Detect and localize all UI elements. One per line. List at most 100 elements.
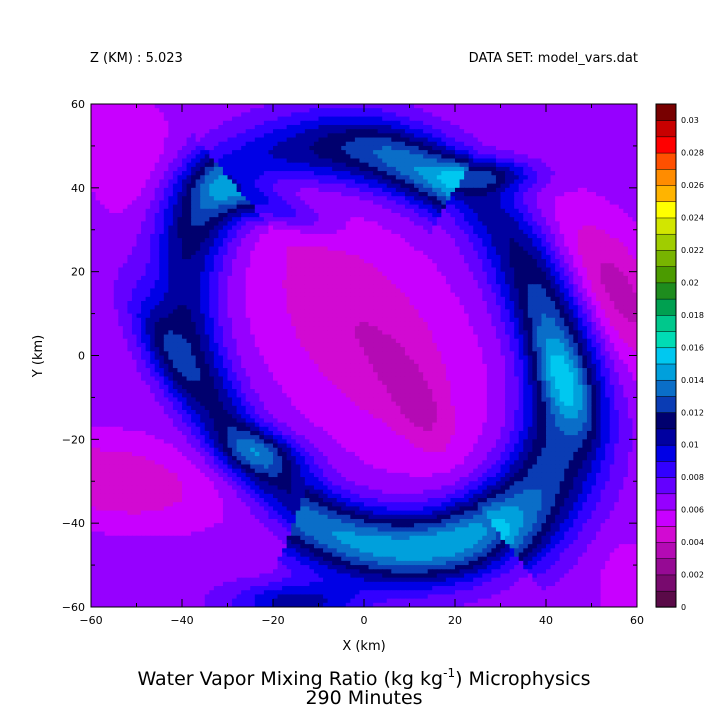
contour-cell <box>632 112 637 118</box>
contour-cell <box>486 150 492 155</box>
contour-cell <box>250 271 256 277</box>
contour-cell <box>232 271 238 277</box>
contour-cell <box>182 171 188 176</box>
contour-cell <box>250 158 256 164</box>
contour-cell <box>418 225 424 231</box>
contour-cell <box>373 275 379 281</box>
contour-cell <box>359 225 365 231</box>
contour-cell <box>277 229 283 235</box>
contour-cell <box>445 120 452 126</box>
contour-cell <box>204 175 210 181</box>
contour-cell <box>559 129 565 134</box>
contour-cell <box>336 104 342 109</box>
contour-cell <box>204 183 210 189</box>
contour-cell <box>222 116 229 122</box>
contour-cell <box>596 225 602 231</box>
contour-cell <box>418 217 424 222</box>
contour-cell <box>541 263 547 269</box>
contour-cell <box>427 179 433 185</box>
contour-cell <box>232 162 238 168</box>
contour-cell <box>427 212 433 218</box>
contour-cell <box>127 271 133 277</box>
contour-cell <box>546 200 552 206</box>
contour-cell <box>236 108 242 113</box>
contour-cell <box>259 192 265 197</box>
contour-cell <box>141 250 147 256</box>
contour-cell <box>632 267 637 273</box>
contour-cell <box>614 221 620 227</box>
contour-cell <box>332 150 338 155</box>
contour-cell <box>418 120 424 126</box>
contour-cell <box>268 204 274 210</box>
contour-cell <box>555 271 561 277</box>
contour-cell <box>373 196 379 202</box>
contour-cell <box>245 162 251 168</box>
contour-cell <box>273 242 279 248</box>
contour-cell <box>191 145 197 151</box>
contour-cell <box>336 150 342 155</box>
contour-cell <box>159 204 165 210</box>
contour-cell <box>300 171 306 176</box>
contour-cell <box>304 254 310 260</box>
contour-cell <box>432 116 438 122</box>
contour-cell <box>532 271 538 277</box>
contour-cell <box>586 254 593 260</box>
contour-cell <box>300 238 306 243</box>
contour-cell <box>200 112 206 118</box>
contour-cell <box>254 238 260 243</box>
contour-cell <box>564 179 570 185</box>
contour-cell <box>182 238 188 243</box>
contour-cell <box>400 154 406 160</box>
contour-cell <box>359 233 365 239</box>
contour-cell <box>509 129 515 134</box>
contour-cell <box>204 133 210 139</box>
contour-cell <box>95 104 101 109</box>
contour-cell <box>518 137 524 143</box>
contour-cell <box>541 225 547 231</box>
contour-cell <box>482 187 488 193</box>
contour-cell <box>100 208 106 214</box>
contour-cell <box>377 263 383 269</box>
contour-cell <box>177 158 183 164</box>
contour-cell <box>341 242 347 248</box>
contour-cell <box>354 116 361 122</box>
contour-cell <box>418 246 424 252</box>
contour-cell <box>605 196 611 202</box>
contour-cell <box>473 246 479 252</box>
contour-cell <box>100 238 106 243</box>
contour-cell <box>586 108 593 113</box>
contour-cell <box>232 212 238 218</box>
contour-cell <box>495 229 502 235</box>
contour-cell <box>245 108 251 113</box>
contour-cell <box>268 179 274 185</box>
contour-cell <box>291 154 297 160</box>
contour-cell <box>313 271 320 277</box>
contour-cell <box>122 225 128 231</box>
contour-cell <box>172 124 179 130</box>
contour-cell <box>582 104 588 109</box>
contour-cell <box>386 196 392 202</box>
contour-cell <box>159 116 165 122</box>
contour-cell <box>514 242 520 248</box>
contour-cell <box>514 124 520 130</box>
contour-cell <box>354 120 361 126</box>
contour-cell <box>473 129 479 134</box>
contour-cell <box>377 200 383 206</box>
contour-cell <box>182 137 188 143</box>
contour-cell <box>414 192 420 197</box>
contour-cell <box>527 204 533 210</box>
contour-cell <box>172 254 179 260</box>
contour-cell <box>163 158 169 164</box>
contour-cell <box>204 221 210 227</box>
contour-cell <box>136 179 142 185</box>
contour-cell <box>564 242 570 248</box>
contour-cell <box>150 217 156 222</box>
contour-cell <box>245 112 251 118</box>
contour-cell <box>309 259 315 264</box>
contour-cell <box>113 238 119 243</box>
contour-cell <box>523 133 529 139</box>
contour-cell <box>213 154 219 160</box>
contour-cell <box>477 129 483 134</box>
contour-cell <box>536 250 543 256</box>
contour-cell <box>418 238 424 243</box>
